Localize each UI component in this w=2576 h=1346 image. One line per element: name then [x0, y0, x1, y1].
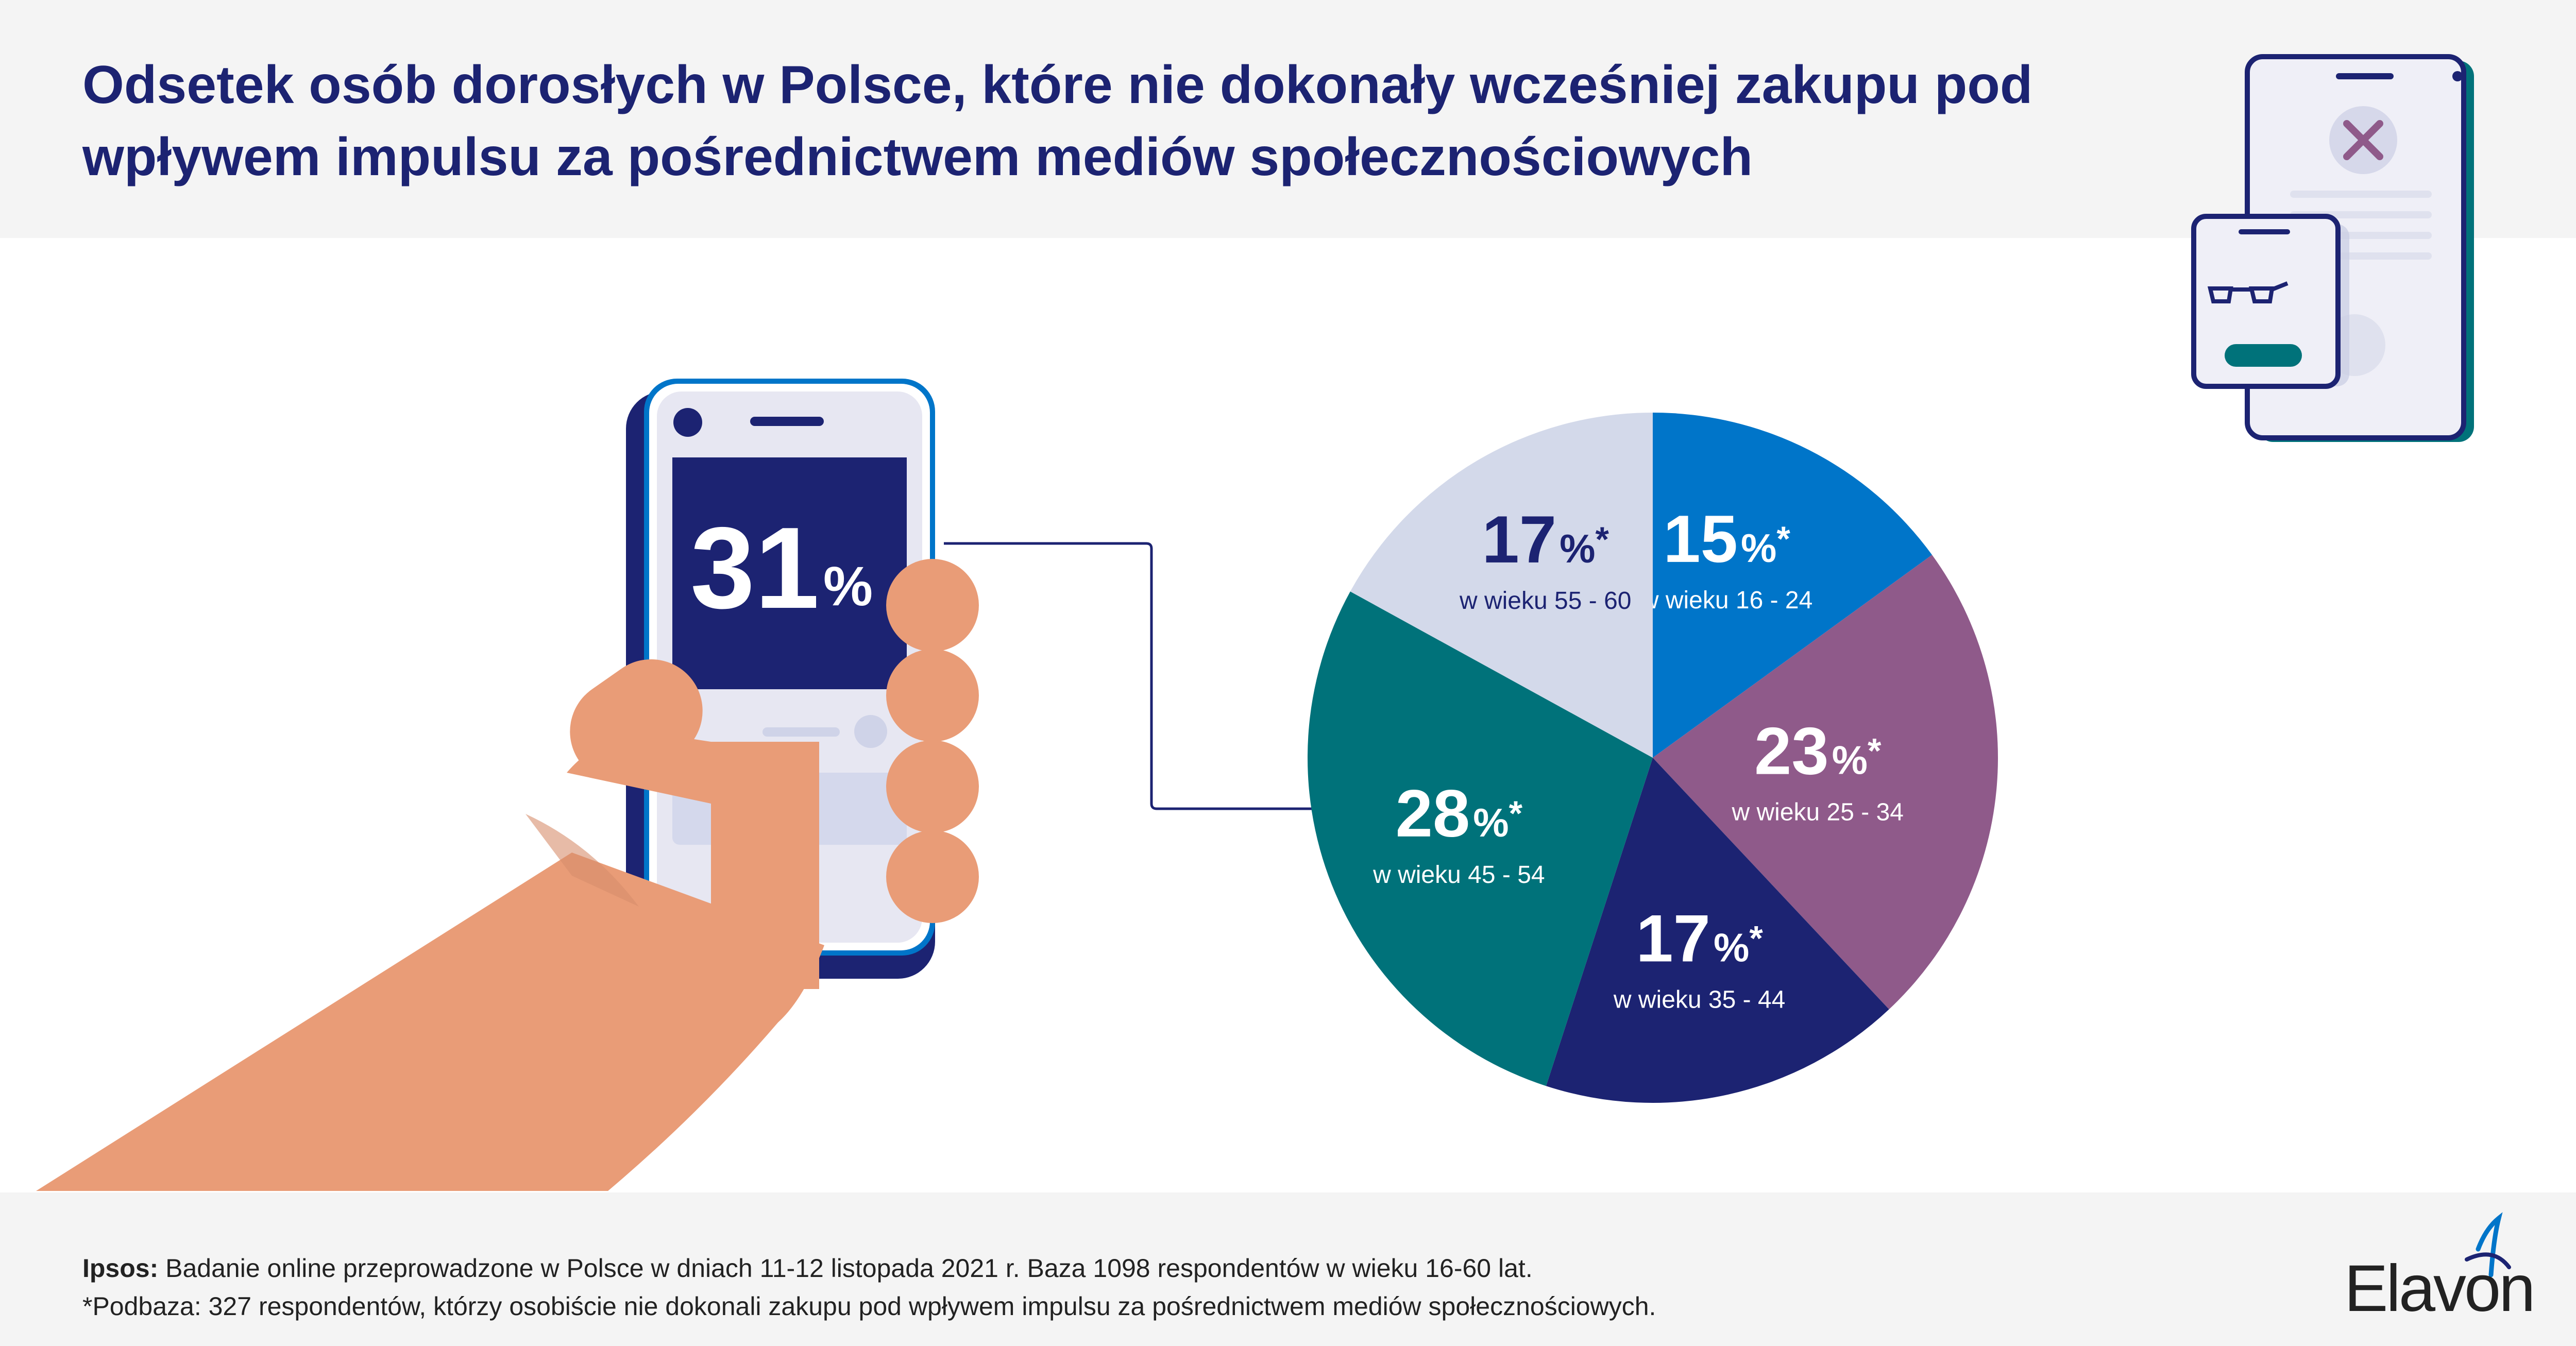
logo-swoosh-icon	[2465, 1212, 2511, 1277]
source-line: Ipsos: Badanie online przeprowadzone w P…	[82, 1252, 1533, 1285]
pie-value-unit: %	[1832, 738, 1868, 783]
pie-slice	[1350, 413, 1653, 758]
source-text: Badanie online przeprowadzone w Polsce w…	[158, 1254, 1533, 1283]
pie-category-label: w wieku 25 - 34	[1731, 799, 1904, 826]
pie-value-number: 17	[1636, 900, 1710, 976]
pie-value-unit: %	[1473, 800, 1509, 845]
pie-value-number: 28	[1396, 776, 1470, 851]
pie-value-label: 28%*	[1396, 776, 1523, 851]
pie-category-label: w wieku 35 - 44	[1613, 986, 1786, 1013]
footnote: *Podbaza: 327 respondentów, którzy osobi…	[82, 1292, 1656, 1321]
phone-unit: %	[823, 555, 873, 617]
elavon-logo: Elavon	[2344, 1212, 2550, 1325]
source-lead: Ipsos:	[82, 1254, 159, 1283]
pie-value-mark: *	[1868, 731, 1882, 771]
pie-value-number: 23	[1754, 713, 1829, 789]
footer-band	[0, 1192, 2576, 1346]
pie-category-label: w wieku 16 - 24	[1640, 587, 1813, 614]
phone-value: 31	[690, 503, 819, 633]
pie-value-unit: %	[1560, 526, 1595, 571]
pie-value-mark: *	[1749, 918, 1763, 958]
pie-slice	[1653, 413, 1933, 758]
header-band	[0, 0, 2576, 238]
page-title: Odsetek osób dorosłych w Polsce, które n…	[82, 55, 2033, 187]
pie-value-unit: %	[1741, 525, 1776, 571]
pie-category-label: w wieku 45 - 54	[1372, 861, 1545, 889]
logo-text: Elavon	[2344, 1252, 2535, 1325]
pie-slice	[1307, 591, 1653, 1086]
pie-value-label: 15%*	[1663, 501, 1790, 576]
pie-slice	[1653, 555, 1998, 1010]
pie-value-number: 15	[1663, 501, 1738, 576]
pie-value-mark: *	[1776, 519, 1790, 558]
pie-value-mark: *	[1509, 794, 1523, 833]
pie-value-unit: %	[1714, 925, 1749, 970]
pie-category-label: w wieku 55 - 60	[1459, 587, 1632, 615]
pie-value-number: 17	[1482, 502, 1557, 577]
pie-slice	[1546, 758, 1889, 1103]
pie-value-label: 23%*	[1754, 713, 1882, 789]
pie-value-mark: *	[1595, 520, 1609, 559]
pie-value-label: 17%*	[1636, 900, 1763, 976]
pie-value-label: 17%*	[1482, 502, 1609, 577]
